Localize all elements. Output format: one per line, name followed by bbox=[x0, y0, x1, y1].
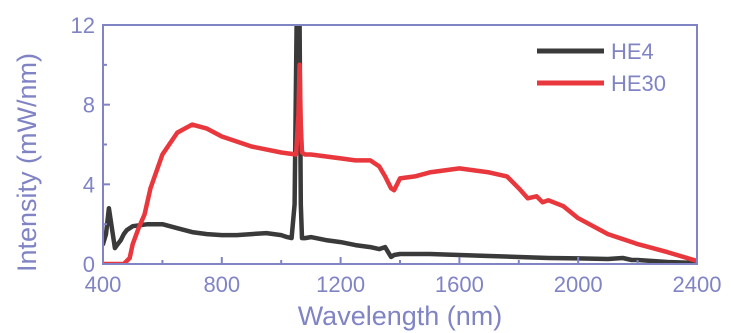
y-axis-label: Intensity (mW/nm) bbox=[12, 53, 42, 272]
axis-tick-labels: 400 800 1200 1600 2000 2400 0 4 8 12 bbox=[71, 13, 722, 297]
y-tick-label: 12 bbox=[71, 13, 95, 38]
x-tick-label: 2400 bbox=[673, 272, 722, 297]
x-tick-label: 400 bbox=[85, 272, 122, 297]
y-tick-label: 4 bbox=[83, 172, 95, 197]
x-tick-label: 2000 bbox=[554, 272, 603, 297]
x-tick-label: 1200 bbox=[316, 272, 365, 297]
plot-frame bbox=[102, 24, 698, 265]
x-axis-label: Wavelength (nm) bbox=[298, 301, 503, 331]
x-tick-label: 1600 bbox=[435, 272, 484, 297]
legend-label-he30: HE30 bbox=[611, 71, 666, 96]
axis-ticks bbox=[102, 24, 698, 265]
y-tick-label: 8 bbox=[83, 93, 95, 118]
x-tick-label: 800 bbox=[203, 272, 240, 297]
series-line-he30 bbox=[103, 62, 697, 264]
series-line-he4 bbox=[103, 25, 697, 264]
y-tick-label: 0 bbox=[83, 252, 95, 277]
legend-label-he4: HE4 bbox=[611, 39, 654, 64]
legend: HE4 HE30 bbox=[537, 39, 666, 96]
series-lines bbox=[103, 25, 697, 264]
